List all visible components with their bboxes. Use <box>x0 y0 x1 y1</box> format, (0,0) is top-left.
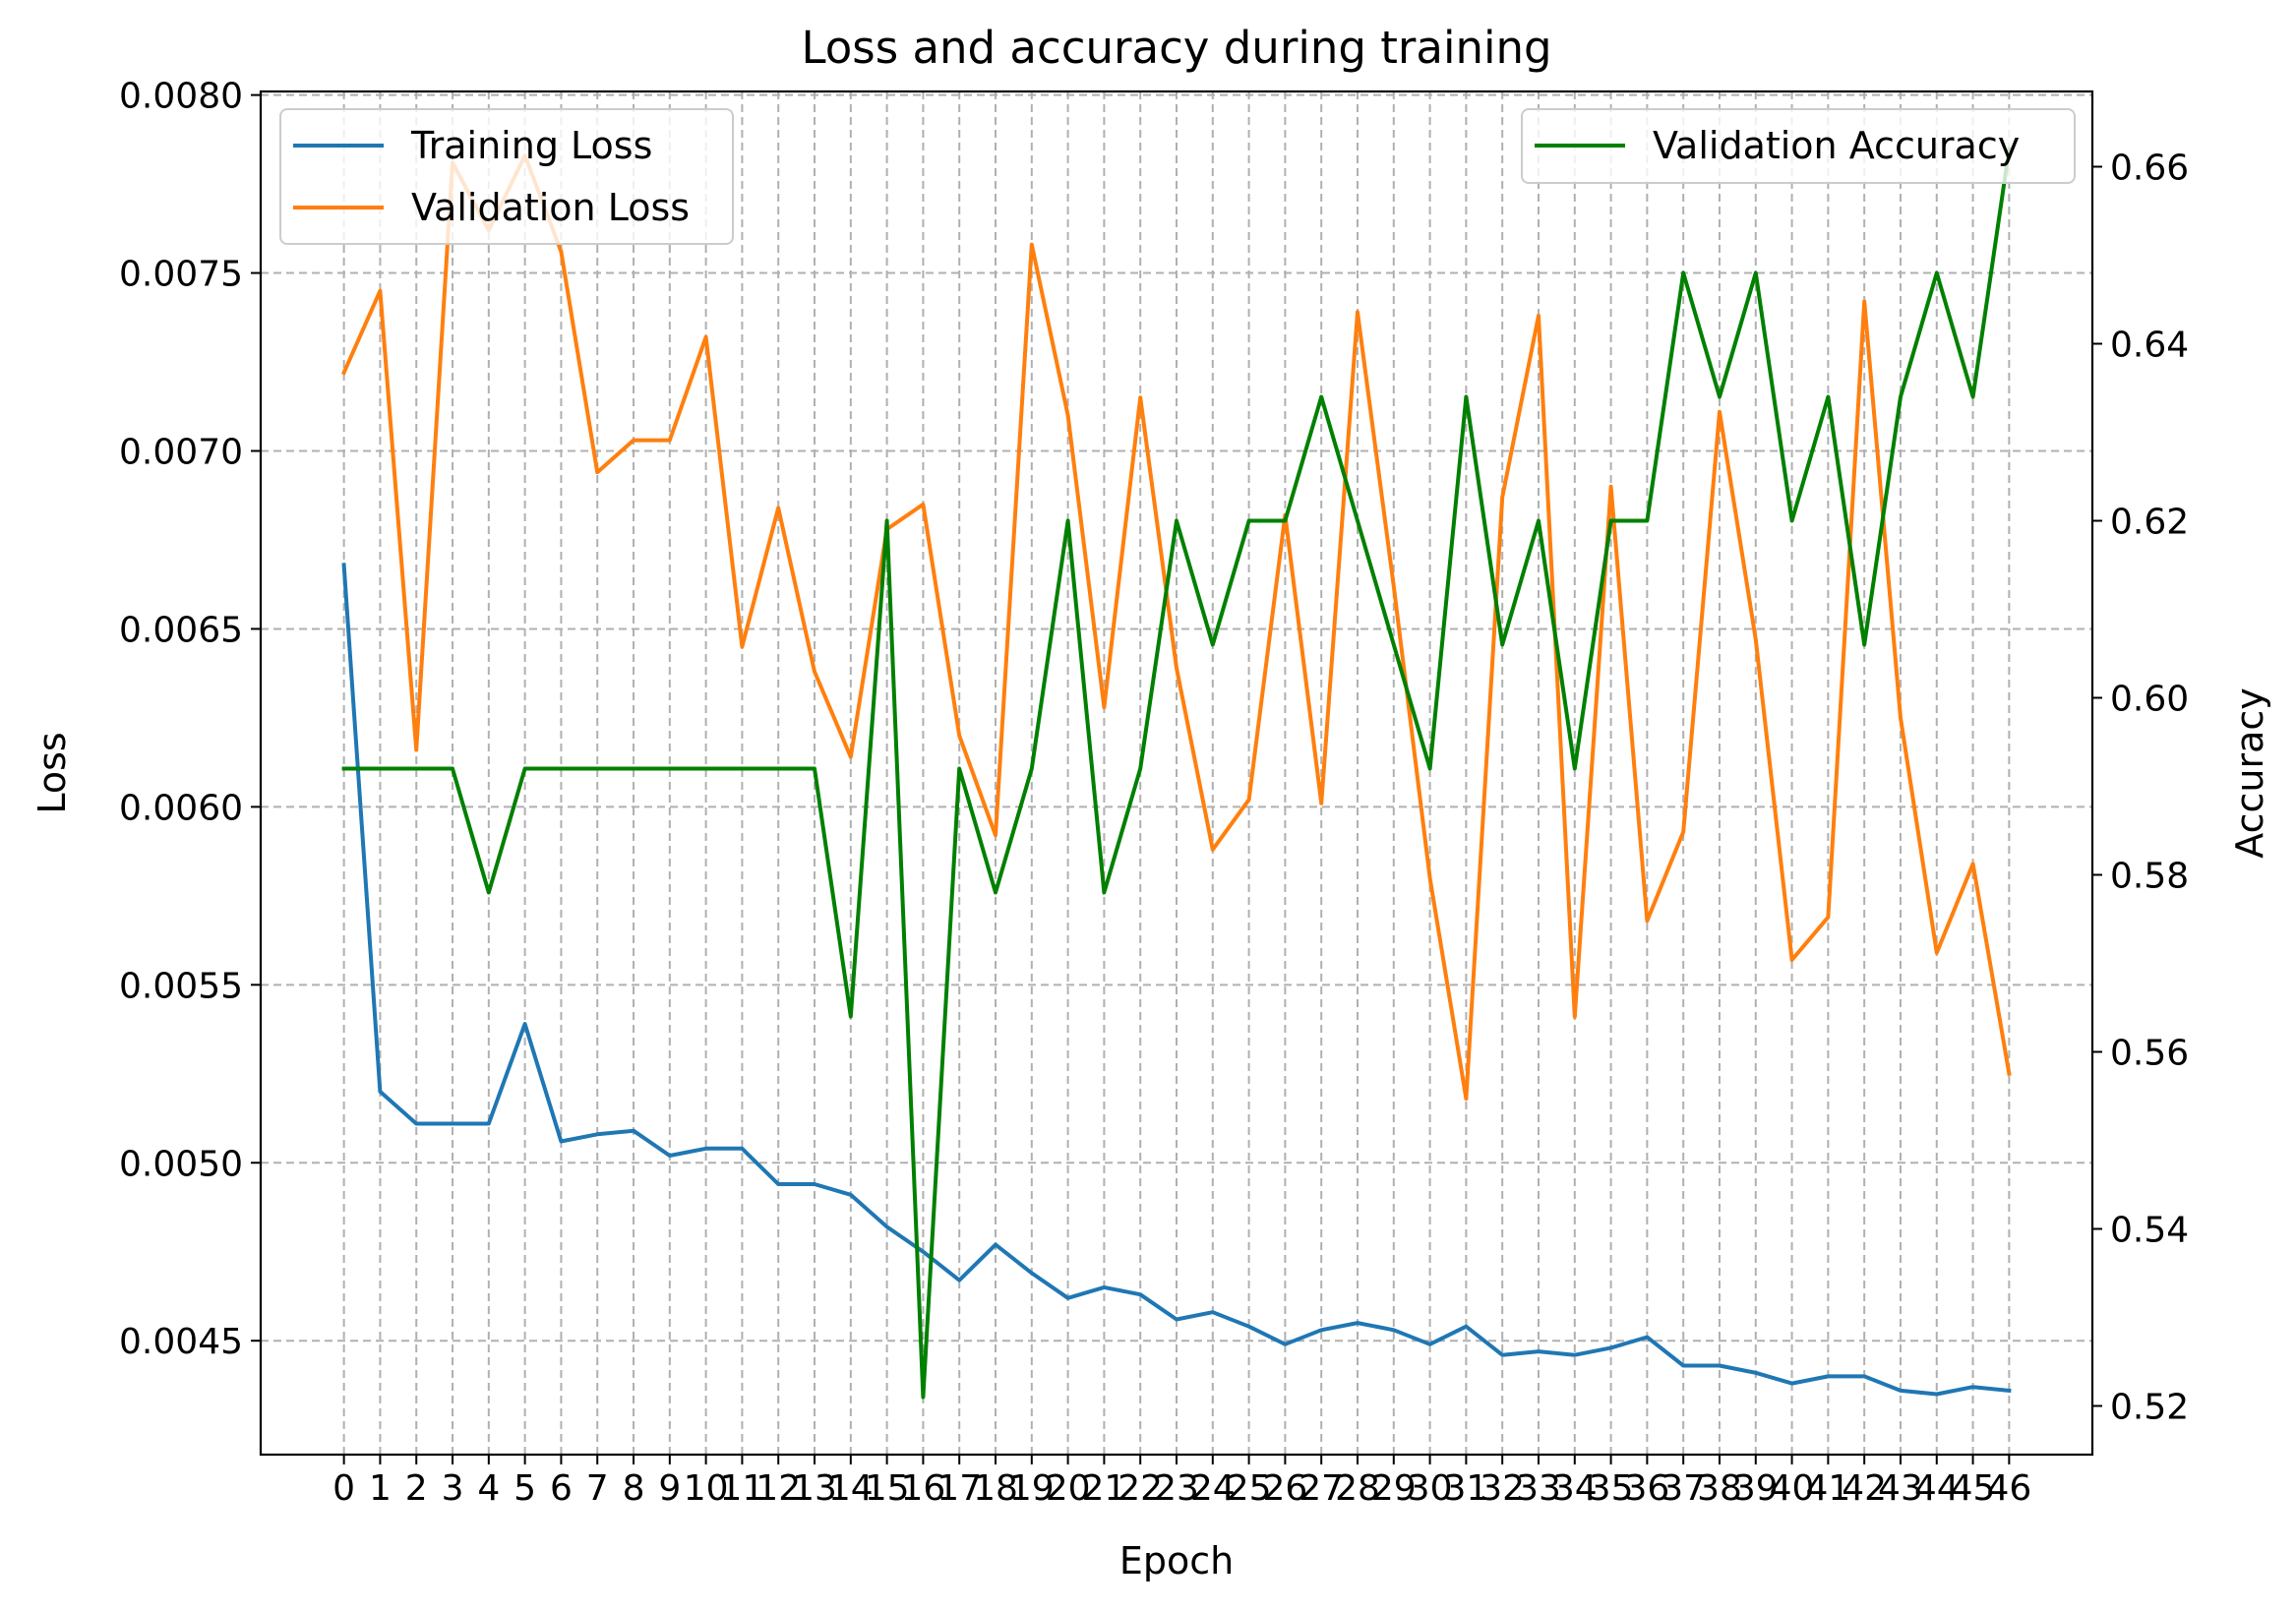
x-tick-label: 17 <box>937 1468 982 1509</box>
y-tick-label: 0.0075 <box>119 255 243 295</box>
x-tick-label: 22 <box>1118 1468 1163 1509</box>
x-tick-label: 38 <box>1697 1468 1742 1509</box>
y-axis-label: Loss <box>30 732 74 813</box>
x-tick-label: 29 <box>1371 1468 1417 1509</box>
x-tick-label: 1 <box>369 1468 392 1509</box>
y-tick-label: 0.0050 <box>119 1144 243 1184</box>
x-tick-label: 6 <box>550 1468 573 1509</box>
x-tick-label: 40 <box>1770 1468 1815 1509</box>
x-tick-label: 5 <box>514 1468 536 1509</box>
x-tick-label: 39 <box>1733 1468 1779 1509</box>
x-tick-label: 33 <box>1516 1468 1561 1509</box>
x-tick-label: 7 <box>586 1468 609 1509</box>
x-tick-label: 24 <box>1190 1468 1236 1509</box>
x-tick-label: 35 <box>1589 1468 1634 1509</box>
x-tick-label: 14 <box>828 1468 874 1509</box>
series-line-training-loss <box>341 563 2012 1397</box>
x-tick-label: 32 <box>1480 1468 1525 1509</box>
y-tick-label: 0.0070 <box>119 432 243 472</box>
legend-label-training-loss: Training Loss <box>410 124 652 167</box>
legend-label-validation-accuracy: Validation Accuracy <box>1653 124 2020 167</box>
x-tick-label: 23 <box>1154 1468 1199 1509</box>
x-tick-label: 10 <box>684 1468 729 1509</box>
y2-tick-label: 0.54 <box>2110 1211 2189 1251</box>
x-tick-label: 42 <box>1842 1468 1887 1509</box>
y-tick-label: 0.0065 <box>119 610 243 650</box>
x-tick-label: 9 <box>658 1468 681 1509</box>
x-tick-label: 28 <box>1335 1468 1380 1509</box>
x-tick-label: 34 <box>1552 1468 1598 1509</box>
x-tick-label: 21 <box>1081 1468 1126 1509</box>
x-tick-label: 20 <box>1046 1468 1091 1509</box>
legend-accuracy: Validation Accuracy <box>1521 108 2076 184</box>
x-tick-label: 15 <box>865 1468 910 1509</box>
x-tick-label: 43 <box>1878 1468 1923 1509</box>
y-tick-label: 0.0080 <box>119 77 243 117</box>
y2-tick-label: 0.66 <box>2110 149 2189 189</box>
x-tick-label: 3 <box>442 1468 464 1509</box>
x-tick-label: 46 <box>1986 1468 2031 1509</box>
x-axis-label: Epoch <box>1119 1539 1234 1582</box>
series-line-validation-accuracy <box>341 147 2012 1400</box>
x-tick-label: 18 <box>973 1468 1018 1509</box>
x-tick-label: 45 <box>1951 1468 1996 1509</box>
x-tick-label: 0 <box>332 1468 355 1509</box>
chart-title: Loss and accuracy during training <box>801 22 1551 74</box>
y-tick-label: 0.0045 <box>119 1322 243 1362</box>
y-axis-right: 0.52 0.54 0.56 0.58 0.60 0.62 0.64 0.66 <box>2092 149 2189 1428</box>
y2-tick-label: 0.58 <box>2110 857 2189 897</box>
legend-loss-box <box>279 108 734 245</box>
y2-tick-label: 0.64 <box>2110 326 2189 366</box>
x-tick-label: 2 <box>405 1468 428 1509</box>
x-tick-label: 25 <box>1227 1468 1272 1509</box>
x-tick-label: 26 <box>1262 1468 1307 1509</box>
x-tick-label: 12 <box>755 1468 801 1509</box>
x-tick-label: 13 <box>792 1468 837 1509</box>
y2-tick-label: 0.60 <box>2110 680 2189 720</box>
x-tick-label: 8 <box>623 1468 645 1509</box>
y-tick-label: 0.0060 <box>119 788 243 828</box>
x-tick-label: 37 <box>1661 1468 1706 1509</box>
x-tick-label: 27 <box>1299 1468 1344 1509</box>
y2-tick-label: 0.52 <box>2110 1388 2189 1428</box>
x-tick-label: 16 <box>901 1468 946 1509</box>
x-tick-label: 19 <box>1009 1468 1055 1509</box>
x-tick-label: 4 <box>477 1468 500 1509</box>
y2-tick-label: 0.56 <box>2110 1034 2189 1074</box>
grid <box>261 91 2092 1455</box>
legend-accuracy-box <box>1521 108 2076 184</box>
x-tick-label: 11 <box>720 1468 765 1509</box>
y-axis-left: 0.0045 0.0050 0.0055 0.0060 0.0065 0.0070 0.00… <box>119 77 261 1362</box>
series-layer <box>340 147 2012 1400</box>
x-tick-label: 31 <box>1443 1468 1488 1509</box>
x-axis: 0 1 2 3 4 5 6 7 8 9 101112131415161718192021222324… <box>332 1455 2031 1509</box>
x-tick-label: 41 <box>1805 1468 1850 1509</box>
legend-loss: Training Loss Validation Loss <box>279 108 734 245</box>
y2-tick-label: 0.62 <box>2110 503 2189 543</box>
legend-label-validation-loss: Validation Loss <box>411 186 690 229</box>
series-line-validation-loss <box>340 153 2012 1102</box>
y-tick-label: 0.0055 <box>119 966 243 1006</box>
x-tick-label: 36 <box>1624 1468 1669 1509</box>
y2-axis-label: Accuracy <box>2228 687 2271 859</box>
x-tick-label: 44 <box>1914 1468 1960 1509</box>
x-tick-label: 30 <box>1408 1468 1453 1509</box>
